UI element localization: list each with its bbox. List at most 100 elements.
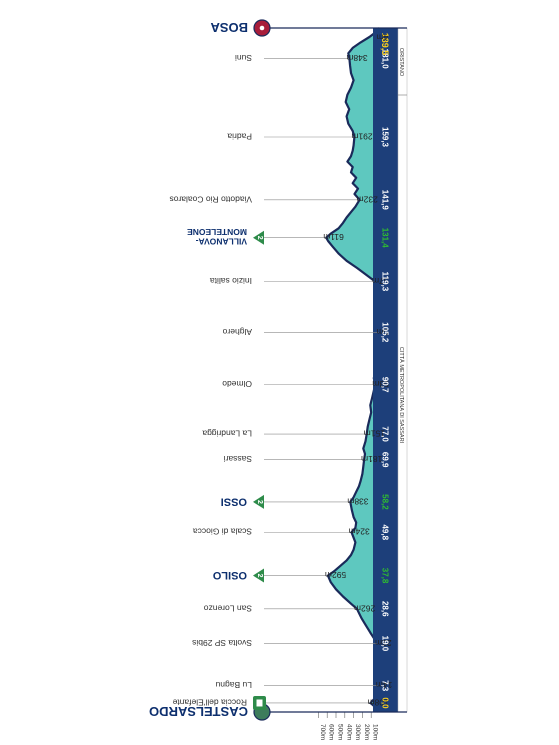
- elevation-tick-label: 100m: [372, 724, 379, 740]
- svg-text:300m: 300m: [354, 724, 361, 740]
- finish-km: 189,5: [380, 33, 390, 56]
- finish-marker-dot: [259, 25, 265, 31]
- waypoint-elevation: 262m: [354, 603, 375, 613]
- svg-text:500m: 500m: [337, 724, 344, 740]
- waypoint-name: Viadotto Rio Coalaros: [169, 194, 252, 204]
- waypoint-name: Sassari: [224, 454, 252, 464]
- finish-elevation: 4m: [376, 33, 388, 43]
- waypoint-km: 37,8: [381, 568, 390, 584]
- waypoint-km: 159,3: [381, 127, 390, 148]
- svg-text:400m: 400m: [345, 724, 352, 740]
- waypoint-name: San Lorenzo: [204, 603, 252, 613]
- waypoint-name: OSSI: [221, 495, 247, 507]
- waypoint-km: 141,9: [381, 190, 390, 211]
- waypoint-name: Svolta SP 29bis: [192, 638, 252, 648]
- waypoint-name: Olmedo: [222, 379, 252, 389]
- svg-text:100m: 100m: [372, 724, 379, 740]
- elevation-area: [326, 28, 380, 712]
- waypoint-elevation: 348m: [346, 53, 367, 63]
- elevation-tick-label: 400m: [345, 724, 352, 740]
- elevation-tick-label: 500m: [337, 724, 344, 740]
- svg-text:600m: 600m: [328, 724, 335, 740]
- start-name: CASTELSARDO: [149, 704, 248, 719]
- waypoint-km: 19,0: [381, 636, 390, 652]
- waypoint-km: 0,0: [381, 697, 390, 709]
- waypoint-name: Suni: [235, 53, 252, 63]
- waypoint-elevation: 108m: [367, 697, 388, 707]
- waypoint-km: 69,9: [381, 452, 390, 468]
- waypoint-elevation: 232m: [357, 194, 378, 204]
- waypoint-osilo: 2 OSILO 592m 37,8: [212, 568, 389, 584]
- waypoint-km: 90,7: [381, 377, 390, 393]
- zone-label-sassari: CITTÀ METROPOLITANA DI SASSARI: [398, 347, 405, 444]
- waypoint-elevation: 592m: [325, 570, 346, 580]
- waypoint-elevation: 57m: [372, 276, 389, 286]
- waypoint-san-lorenzo: San Lorenzo 262m 28,6: [204, 601, 390, 617]
- gpm-badge-icon: [253, 568, 264, 583]
- svg-text:700m: 700m: [319, 724, 326, 740]
- waypoint-km: 49,8: [381, 524, 390, 540]
- waypoint-elevation: 151m: [364, 429, 385, 439]
- svg-text:4m: 4m: [376, 33, 388, 43]
- waypoint-elevation: 181m: [361, 454, 382, 464]
- waypoint-viadotto-rio-coalaros: Viadotto Rio Coalaros 232m 141,9: [169, 190, 389, 211]
- svg-text:CITTÀ METROPOLITANA DI SASSARI: CITTÀ METROPOLITANA DI SASSARI: [398, 347, 405, 444]
- waypoint-elevation: 291m: [351, 132, 372, 142]
- gpm-badge-label: 2: [256, 236, 263, 240]
- elevation-tick-label: 700m: [319, 724, 326, 740]
- waypoint-elevation: 14m: [376, 680, 393, 690]
- waypoint-suni: Suni 348m 181,0: [235, 49, 390, 70]
- waypoint-name: MONTELEONE: [187, 227, 247, 237]
- waypoint-name: Alghero: [222, 327, 252, 337]
- waypoint-name: Padria: [227, 132, 252, 142]
- waypoint-km: 7,3: [381, 680, 390, 692]
- waypoint-bosa: BOSA: [210, 19, 407, 37]
- gpm-badge-icon: [253, 230, 264, 245]
- gpm-badge-label: 2: [256, 500, 263, 504]
- waypoint-km: 58,2: [381, 494, 390, 510]
- elevation-tick-label: 200m: [363, 724, 370, 740]
- waypoint-scala-di-giocca: Scala di Giocca 324m 49,8: [193, 524, 390, 540]
- waypoint-km: 28,6: [381, 601, 390, 617]
- svg-text:189,5: 189,5: [380, 33, 390, 56]
- waypoint-elevation: 611m: [323, 232, 344, 242]
- waypoint-elevation: 338m: [347, 496, 368, 506]
- finish-name: BOSA: [210, 20, 248, 35]
- waypoint-padria: Padria 291m 159,3: [227, 127, 389, 148]
- gpm-badge-icon: [253, 494, 264, 509]
- waypoint-elevation: 324m: [348, 527, 369, 537]
- waypoint-name: Roccia dell'Elefante: [172, 697, 247, 707]
- waypoint-km: 131,4: [381, 228, 390, 249]
- waypoint-km: 105,2: [381, 322, 390, 343]
- waypoint-km: 77,0: [381, 426, 390, 442]
- svg-text:ORISTANO: ORISTANO: [398, 48, 404, 77]
- zone-label-oristano: ORISTANO: [398, 48, 404, 77]
- waypoint-name: VILLANOVA-: [196, 237, 247, 247]
- svg-text:200m: 200m: [363, 724, 370, 740]
- waypoint-name: Scala di Giocca: [193, 527, 252, 537]
- gpm-badge-label: 2: [256, 574, 263, 578]
- elevation-tick-label: 600m: [328, 724, 335, 740]
- waypoint-km: 181,0: [381, 49, 390, 70]
- waypoint-km: 119,3: [381, 272, 390, 292]
- waypoint-name: OSILO: [212, 569, 247, 581]
- waypoint-name: Inizio salita: [210, 276, 252, 286]
- waypoint-name: La Landrigga: [202, 429, 252, 439]
- km-band: [373, 28, 398, 712]
- elevation-tick-label: 300m: [354, 724, 361, 740]
- waypoint-elevation: 22m: [375, 638, 392, 648]
- waypoint-name: Lu Bagnu: [215, 680, 252, 690]
- waypoint-elevation: 53m: [372, 379, 389, 389]
- waypoint-ossi: 2 OSSI 338m 58,2: [221, 494, 390, 510]
- waypoint-villanova-monteleone: 2 VILLANOVA-MONTELEONE 611m 131,4: [187, 227, 390, 248]
- sprint-badge-inner: [256, 699, 263, 707]
